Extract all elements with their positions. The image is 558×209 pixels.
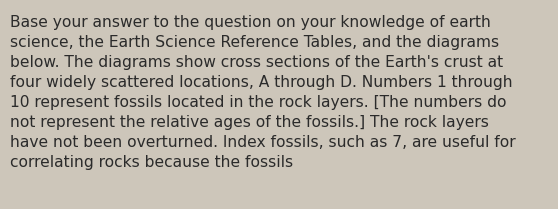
Text: Base your answer to the question on your knowledge of earth
science, the Earth S: Base your answer to the question on your… bbox=[10, 15, 516, 170]
